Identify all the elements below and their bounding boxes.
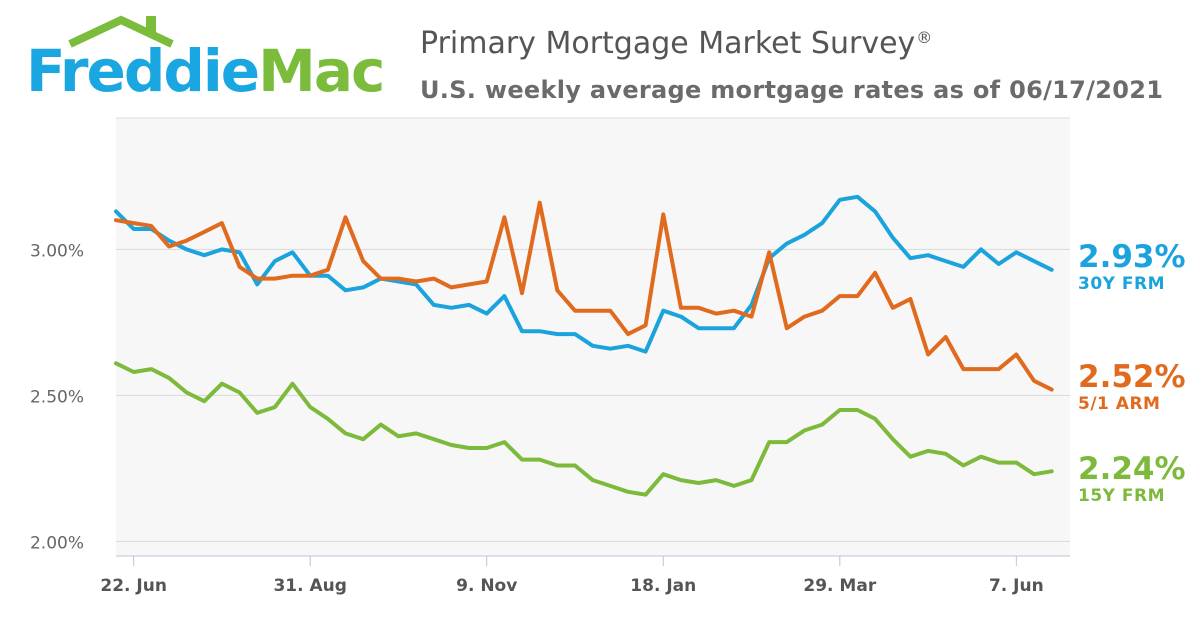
callout-5-1-arm: 2.52% 5/1 ARM bbox=[1078, 360, 1186, 414]
chart-subtitle: U.S. weekly average mortgage rates as of… bbox=[420, 76, 1164, 104]
callout-15y-frm: 2.24% 15Y FRM bbox=[1078, 452, 1186, 506]
callout-30y-frm-label: 30Y FRM bbox=[1078, 274, 1166, 294]
chart-title: Primary Mortgage Market Survey® bbox=[420, 26, 932, 61]
logo-word-freddie: Freddie bbox=[26, 37, 260, 105]
logo-word-mac: Mac bbox=[258, 37, 385, 105]
x-tick-label: 29. Mar bbox=[803, 576, 876, 596]
x-tick-label: 9. Nov bbox=[456, 576, 517, 596]
x-tick-label: 22. Jun bbox=[100, 576, 167, 596]
callout-15y-frm-label: 15Y FRM bbox=[1078, 486, 1166, 506]
x-tick-label: 7. Jun bbox=[989, 576, 1044, 596]
x-tick-label: 31. Aug bbox=[273, 576, 346, 596]
callout-30y-frm: 2.93% 30Y FRM bbox=[1078, 240, 1186, 294]
callout-5-1-arm-label: 5/1 ARM bbox=[1078, 394, 1161, 414]
series-30y-frm-line bbox=[114, 194, 1054, 354]
chart-title-text: Primary Mortgage Market Survey bbox=[420, 26, 916, 61]
logo-wordmark: FreddieMac bbox=[26, 37, 385, 105]
y-tick-label: 2.00% bbox=[30, 533, 84, 553]
series-15y-frm-line bbox=[114, 361, 1054, 497]
house-roof-icon bbox=[68, 15, 174, 48]
callout-30y-frm-value: 2.93% bbox=[1078, 239, 1186, 275]
freddie-mac-logo: FreddieMac bbox=[26, 14, 385, 106]
series-5-1-arm-line bbox=[114, 200, 1054, 392]
y-tick-label: 3.00% bbox=[30, 241, 84, 261]
registered-mark: ® bbox=[916, 28, 933, 47]
plot-background bbox=[116, 118, 1070, 556]
callout-15y-frm-value: 2.24% bbox=[1078, 451, 1186, 487]
x-tick-label: 18. Jan bbox=[630, 576, 696, 596]
callout-5-1-arm-value: 2.52% bbox=[1078, 359, 1186, 395]
y-tick-label: 2.50% bbox=[30, 387, 84, 407]
